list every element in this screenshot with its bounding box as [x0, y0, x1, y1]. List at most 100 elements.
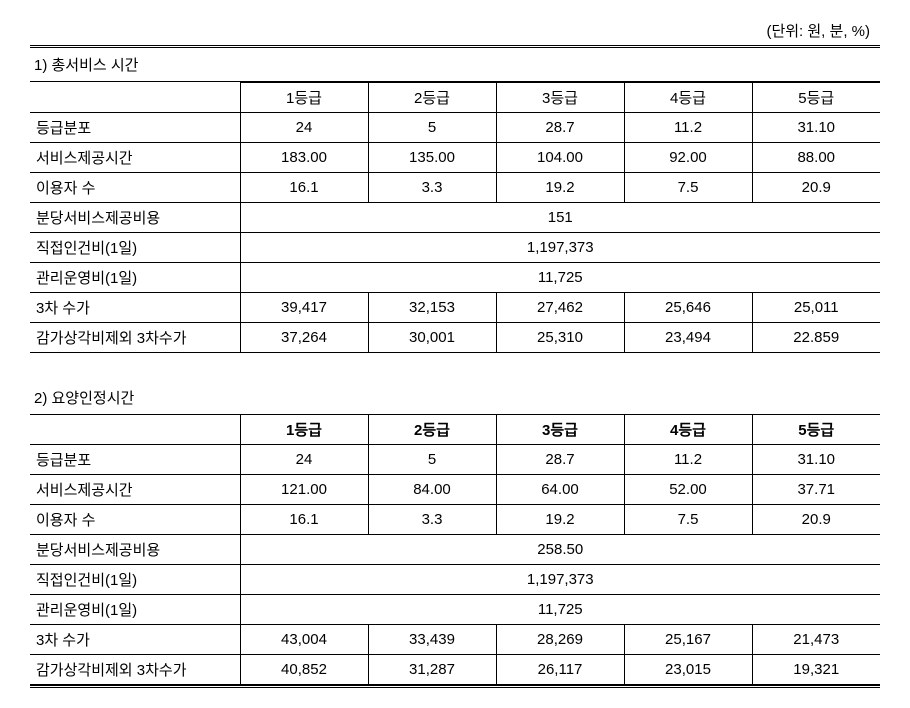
cell: 20.9	[752, 504, 880, 534]
cell: 19,321	[752, 654, 880, 684]
cell: 40,852	[240, 654, 368, 684]
header-grade1: 1등급	[240, 83, 368, 113]
table-row: 감가상각비제외 3차수가 37,264 30,001 25,310 23,494…	[30, 323, 880, 353]
table-row: 서비스제공시간 183.00 135.00 104.00 92.00 88.00	[30, 143, 880, 173]
cell: 121.00	[240, 474, 368, 504]
cell: 31.10	[752, 113, 880, 143]
table-row: 관리운영비(1일) 11,725	[30, 263, 880, 293]
table-row: 직접인건비(1일) 1,197,373	[30, 233, 880, 263]
cell: 26,117	[496, 654, 624, 684]
cell: 31.10	[752, 444, 880, 474]
cell: 28,269	[496, 624, 624, 654]
cell: 43,004	[240, 624, 368, 654]
table-row: 서비스제공시간 121.00 84.00 64.00 52.00 37.71	[30, 474, 880, 504]
row-label: 서비스제공시간	[30, 474, 240, 504]
cell: 104.00	[496, 143, 624, 173]
cell: 28.7	[496, 444, 624, 474]
header-grade5: 5등급	[752, 414, 880, 444]
section1-header-row: 1등급 2등급 3등급 4등급 5등급	[30, 83, 880, 113]
merged-cell: 1,197,373	[240, 233, 880, 263]
cell: 3.3	[368, 173, 496, 203]
cell: 5	[368, 444, 496, 474]
table-row: 3차 수가 43,004 33,439 28,269 25,167 21,473	[30, 624, 880, 654]
cell: 16.1	[240, 173, 368, 203]
table-row: 감가상각비제외 3차수가 40,852 31,287 26,117 23,015…	[30, 654, 880, 684]
cell: 7.5	[624, 173, 752, 203]
cell: 28.7	[496, 113, 624, 143]
row-label: 3차 수가	[30, 624, 240, 654]
row-label: 등급분포	[30, 113, 240, 143]
header-grade2: 2등급	[368, 414, 496, 444]
cell: 11.2	[624, 113, 752, 143]
merged-cell: 11,725	[240, 594, 880, 624]
merged-cell: 1,197,373	[240, 564, 880, 594]
cell: 52.00	[624, 474, 752, 504]
row-label: 직접인건비(1일)	[30, 564, 240, 594]
cell: 84.00	[368, 474, 496, 504]
section2-header-row: 1등급 2등급 3등급 4등급 5등급	[30, 414, 880, 444]
cell: 37.71	[752, 474, 880, 504]
header-grade3: 3등급	[496, 83, 624, 113]
section1-title: 1) 총서비스 시간	[30, 48, 880, 82]
cell: 5	[368, 113, 496, 143]
unit-label: (단위: 원, 분, %)	[30, 20, 880, 41]
header-grade2: 2등급	[368, 83, 496, 113]
row-label: 직접인건비(1일)	[30, 233, 240, 263]
cell: 37,264	[240, 323, 368, 353]
cell: 25,646	[624, 293, 752, 323]
cell: 31,287	[368, 654, 496, 684]
cell: 7.5	[624, 504, 752, 534]
merged-cell: 258.50	[240, 534, 880, 564]
cell: 24	[240, 113, 368, 143]
table-row: 3차 수가 39,417 32,153 27,462 25,646 25,011	[30, 293, 880, 323]
cell: 19.2	[496, 173, 624, 203]
table-row: 이용자 수 16.1 3.3 19.2 7.5 20.9	[30, 504, 880, 534]
row-label: 이용자 수	[30, 173, 240, 203]
cell: 25,310	[496, 323, 624, 353]
header-grade5: 5등급	[752, 83, 880, 113]
row-label: 3차 수가	[30, 293, 240, 323]
header-empty	[30, 83, 240, 113]
merged-cell: 151	[240, 203, 880, 233]
row-label: 분당서비스제공비용	[30, 534, 240, 564]
cell: 27,462	[496, 293, 624, 323]
section-gap	[30, 353, 880, 381]
cell: 32,153	[368, 293, 496, 323]
row-label: 관리운영비(1일)	[30, 594, 240, 624]
header-empty	[30, 414, 240, 444]
table-row: 분당서비스제공비용 151	[30, 203, 880, 233]
cell: 21,473	[752, 624, 880, 654]
row-label: 분당서비스제공비용	[30, 203, 240, 233]
table-row: 등급분포 24 5 28.7 11.2 31.10	[30, 444, 880, 474]
cell: 25,167	[624, 624, 752, 654]
table-row: 관리운영비(1일) 11,725	[30, 594, 880, 624]
cell: 24	[240, 444, 368, 474]
cell: 30,001	[368, 323, 496, 353]
header-grade4: 4등급	[624, 414, 752, 444]
header-grade3: 3등급	[496, 414, 624, 444]
section1-table: 1등급 2등급 3등급 4등급 5등급 등급분포 24 5 28.7 11.2 …	[30, 82, 880, 685]
cell: 23,015	[624, 654, 752, 684]
cell: 20.9	[752, 173, 880, 203]
cell: 23,494	[624, 323, 752, 353]
row-label: 등급분포	[30, 444, 240, 474]
cell: 92.00	[624, 143, 752, 173]
section2-title-row: 2) 요양인정시간	[30, 381, 880, 415]
cell: 25,011	[752, 293, 880, 323]
section-gap-row	[30, 353, 880, 381]
cell: 183.00	[240, 143, 368, 173]
row-label: 감가상각비제외 3차수가	[30, 654, 240, 684]
table-row: 이용자 수 16.1 3.3 19.2 7.5 20.9	[30, 173, 880, 203]
table-row: 등급분포 24 5 28.7 11.2 31.10	[30, 113, 880, 143]
table-row: 분당서비스제공비용 258.50	[30, 534, 880, 564]
section2-title: 2) 요양인정시간	[30, 381, 880, 415]
cell: 3.3	[368, 504, 496, 534]
cell: 22.859	[752, 323, 880, 353]
cell: 11.2	[624, 444, 752, 474]
row-label: 이용자 수	[30, 504, 240, 534]
cell: 19.2	[496, 504, 624, 534]
header-grade1: 1등급	[240, 414, 368, 444]
table-row: 직접인건비(1일) 1,197,373	[30, 564, 880, 594]
row-label: 관리운영비(1일)	[30, 263, 240, 293]
cell: 33,439	[368, 624, 496, 654]
